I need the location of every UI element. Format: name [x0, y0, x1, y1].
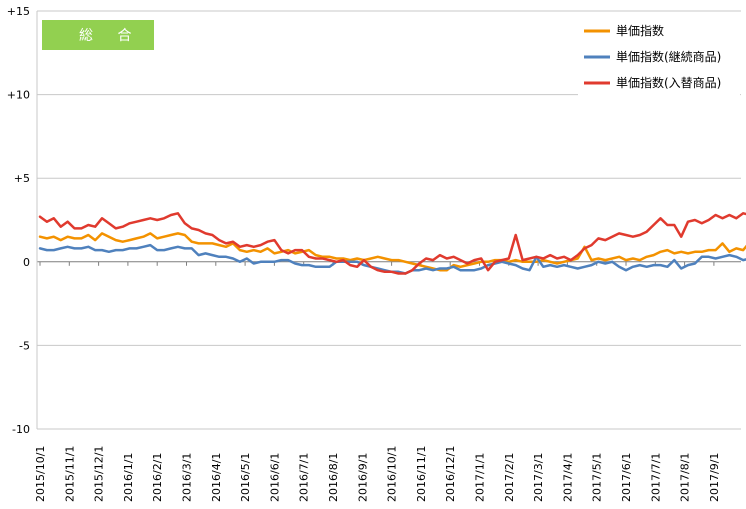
x-tick-label: 2016/9/1 [356, 453, 369, 502]
x-tick-label: 2017/7/1 [649, 453, 662, 502]
y-tick-label: +10 [7, 89, 30, 102]
x-tick-label: 2017/2/1 [503, 453, 516, 502]
x-tick-label: 2017/9/1 [708, 453, 721, 502]
x-tick-label: 2016/7/1 [298, 453, 311, 502]
chart-title: 総 合 [79, 28, 141, 44]
x-tick-label: 2015/11/1 [63, 446, 76, 502]
grid-lines [37, 10, 741, 430]
title-badge-background [42, 20, 154, 50]
x-tick-label: 2017/1/1 [474, 453, 487, 502]
y-tick-label: +5 [14, 172, 30, 185]
series-line-1 [38, 232, 746, 272]
x-axis: 2015/10/1 2015/11/1 2015/12/1 2016/1/1 2016/… [34, 261, 721, 502]
y-tick-label: -5 [19, 339, 30, 352]
legend-label: 単価指数(継続商品) [616, 49, 721, 64]
x-tick-label: 2017/8/1 [679, 453, 692, 502]
y-tick-label: +15 [7, 5, 30, 18]
x-tick-label: 2016/8/1 [327, 453, 340, 502]
series-line-3 [38, 212, 746, 275]
x-tick-label: 2017/6/1 [620, 453, 633, 502]
x-tick-label: 2016/11/1 [415, 446, 428, 502]
x-tick-label: 2016/2/1 [151, 453, 164, 502]
x-tick-label: 2015/12/1 [93, 446, 106, 502]
y-axis: +15 +10 +5 0 -5 -10 [7, 5, 38, 436]
series-line-2 [38, 243, 746, 275]
x-tick-label: 2016/6/1 [268, 453, 281, 502]
x-tick-label: 2016/10/1 [386, 446, 399, 502]
x-tick-label: 2016/3/1 [181, 453, 194, 502]
y-tick-label: 0 [23, 256, 30, 269]
x-tick-label: 2016/12/1 [444, 446, 457, 502]
legend-label: 単価指数(入替商品) [616, 75, 721, 90]
x-tick-label: 2016/4/1 [210, 453, 223, 502]
legend-label: 単価指数 [616, 23, 664, 38]
x-tick-label: 2016/5/1 [239, 453, 252, 502]
x-tick-label: 2017/4/1 [561, 453, 574, 502]
title-badge: 総 合 [42, 20, 154, 50]
x-tick-label: 2016/1/1 [122, 453, 135, 502]
y-tick-label: -10 [12, 423, 30, 436]
x-tick-label: 2017/5/1 [591, 453, 604, 502]
x-tick-label: 2017/3/1 [532, 453, 545, 502]
series-lines [38, 212, 746, 275]
x-tick-label: 2015/10/1 [34, 446, 47, 502]
